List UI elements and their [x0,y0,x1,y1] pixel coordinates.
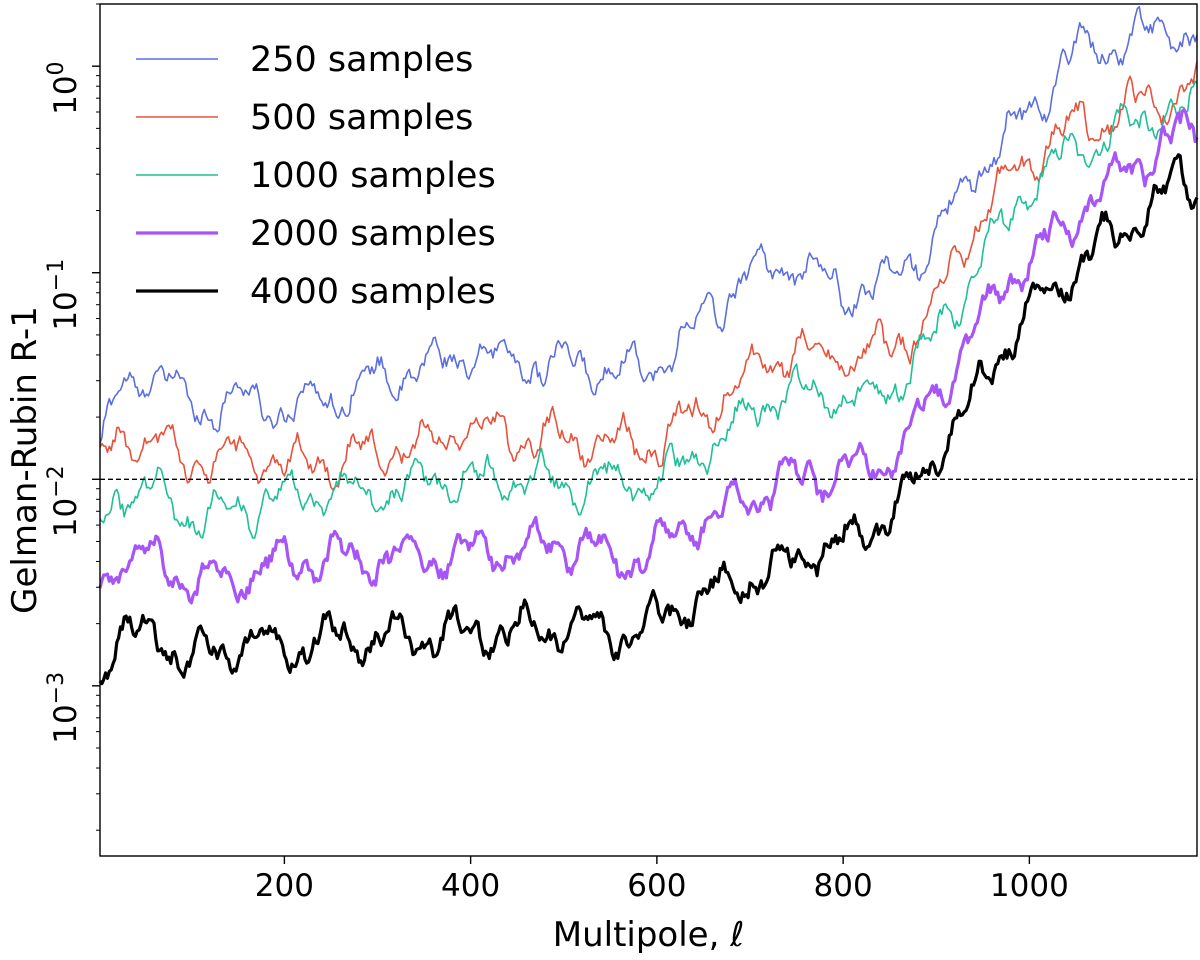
x-tick-label: 600 [627,868,686,904]
y-axis-ticks: 100 10−1 10−2 10−3 [44,3,100,831]
y-tick-label: 100 [44,61,84,114]
x-tick-label: 400 [441,868,500,904]
series-line-500 [99,61,1198,491]
svg-text:10−1: 10−1 [44,259,84,331]
series-line-2000 [98,108,1199,605]
x-tick-label: 800 [814,868,873,904]
series-line-4000 [98,153,1199,686]
series-layer [98,5,1199,686]
y-tick-label: 10−2 [44,465,84,537]
x-tick-label: 1000 [990,868,1069,904]
legend-label: 1000 samples [250,156,496,196]
y-tick-label: 10−3 [44,672,84,744]
plot-frame [99,3,1198,857]
legend: 250 samples 500 samples 1000 samples 2000 s… [136,40,496,312]
legend-label: 250 samples [250,40,473,80]
svg-text:100: 100 [44,61,84,114]
x-axis-ticks: 200 400 600 800 1000 [255,856,1069,904]
svg-text:10−2: 10−2 [44,465,84,537]
y-axis-label: Gelman-Rubin R-1 [5,306,45,614]
x-tick-label: 200 [255,868,314,904]
series-line-250 [99,5,1198,444]
x-axis-label: Multipole, ℓ [553,915,745,955]
legend-label: 2000 samples [250,214,496,254]
legend-label: 4000 samples [250,272,496,312]
svg-text:10−3: 10−3 [44,672,84,744]
legend-label: 500 samples [250,98,473,138]
series-line-1000 [99,80,1198,539]
y-tick-label: 10−1 [44,259,84,331]
